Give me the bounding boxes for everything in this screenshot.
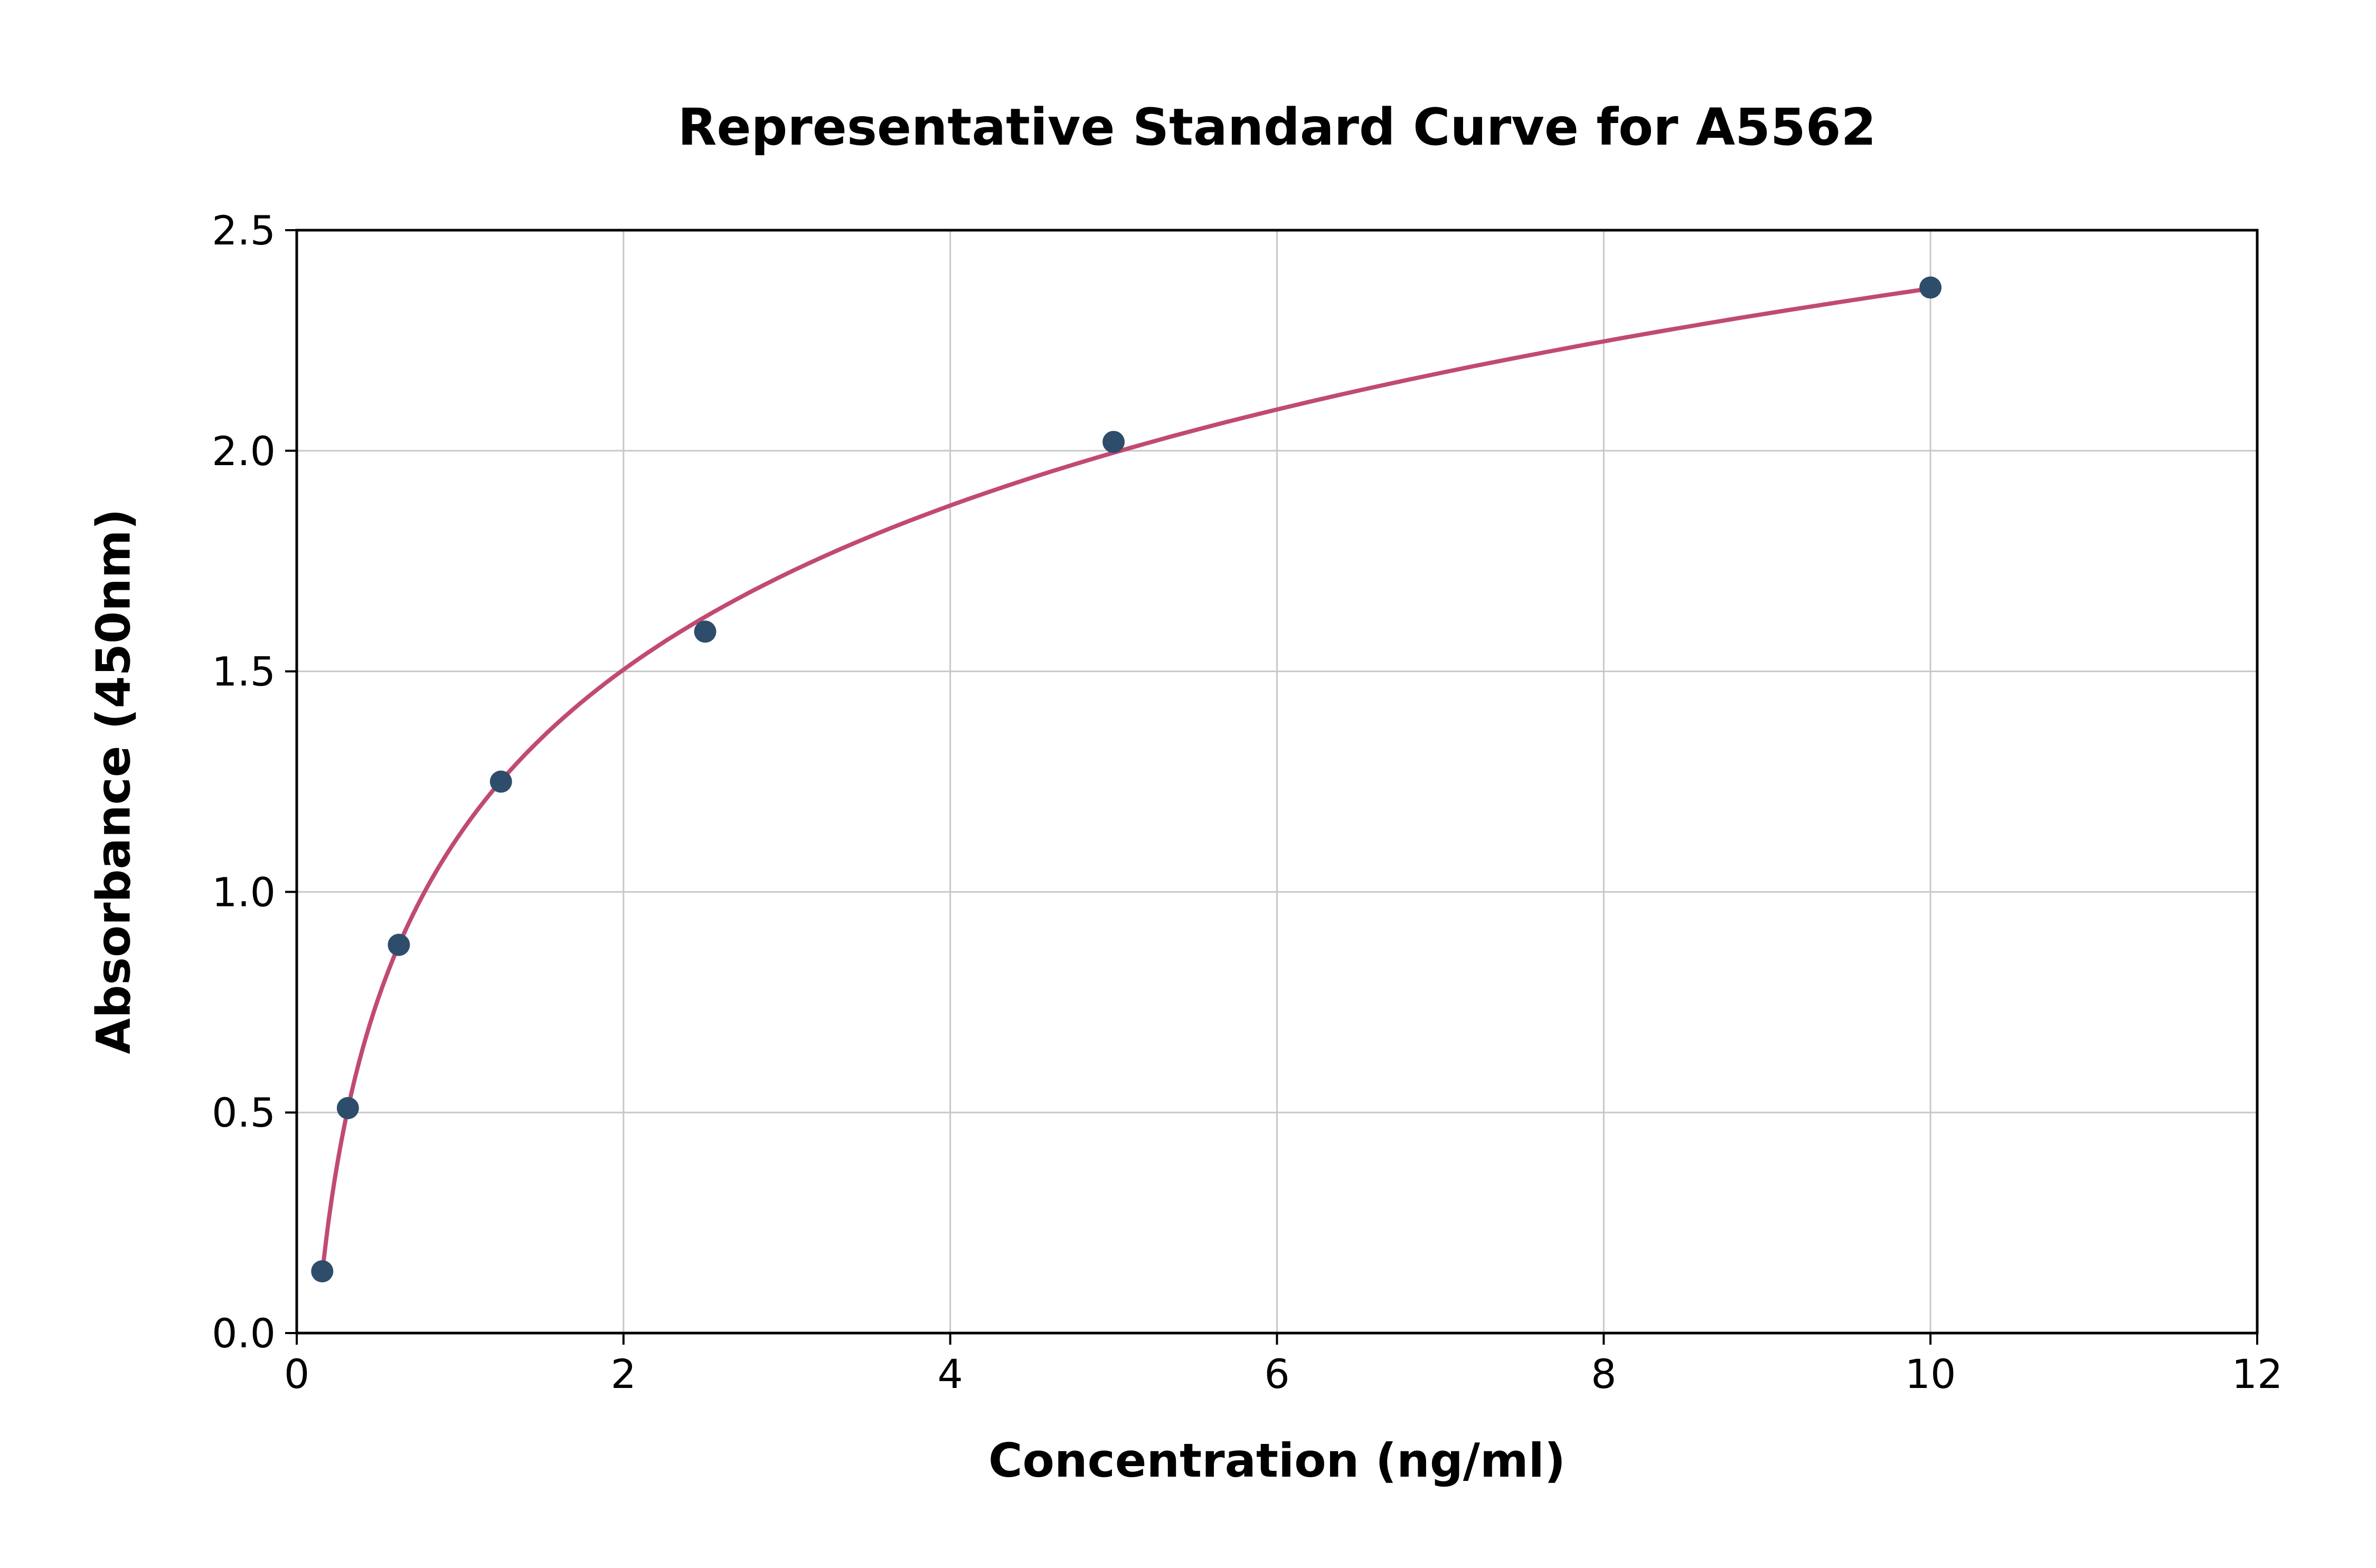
data-point: [336, 1097, 359, 1119]
data-point: [311, 1260, 334, 1283]
x-tick-label: 12: [2232, 1350, 2283, 1397]
x-axis-label: Concentration (ng/ml): [988, 1433, 1566, 1488]
axis-ticks: [285, 229, 2258, 1345]
x-tick-label: 10: [1905, 1350, 1956, 1397]
x-tick-label: 4: [937, 1350, 963, 1397]
y-tick-label: 0.5: [212, 1089, 276, 1136]
y-tick-label: 1.0: [212, 868, 276, 915]
data-points: [311, 276, 1942, 1283]
data-point: [1919, 276, 1942, 299]
x-tick-label: 2: [611, 1350, 636, 1397]
data-point: [1102, 431, 1125, 454]
y-tick-label: 1.5: [212, 648, 276, 695]
data-point: [388, 933, 410, 956]
gridlines: [296, 229, 2258, 1334]
data-point: [489, 770, 512, 793]
x-tick-label: 0: [284, 1350, 309, 1397]
y-tick-label: 2.0: [212, 428, 276, 475]
x-tick-labels: 0 2 4 6 8 10 12: [284, 1350, 2283, 1397]
x-tick-label: 6: [1264, 1350, 1289, 1397]
y-tick-labels: 0.0 0.5 1.0 1.5 2.0 2.5: [212, 207, 276, 1357]
x-tick-label: 8: [1591, 1350, 1616, 1397]
fitted-curve: [320, 286, 1933, 1276]
data-point: [694, 620, 716, 643]
y-tick-label: 2.5: [212, 207, 276, 254]
y-tick-label: 0.0: [212, 1310, 276, 1357]
chart-title: Representative Standard Curve for A5562: [677, 98, 1877, 157]
